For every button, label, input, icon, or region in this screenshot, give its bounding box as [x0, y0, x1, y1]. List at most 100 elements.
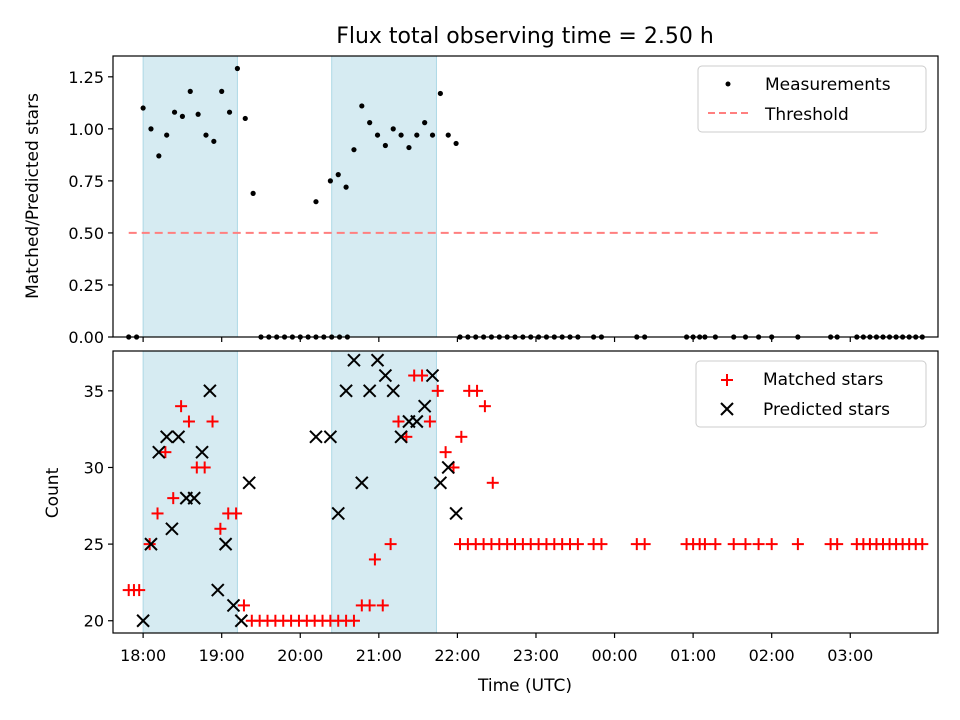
- bottom-predicted-point: [355, 476, 369, 490]
- bottom-x-tick-label: 21:00: [356, 646, 402, 665]
- top-measurement-point: [234, 65, 241, 72]
- bottom-predicted-point: [441, 460, 455, 475]
- top-measurement-point: [406, 144, 412, 151]
- bottom-matched-point: [831, 538, 844, 551]
- bottom-x-tick-label: 02:00: [749, 646, 795, 665]
- top-measurement-point: [453, 140, 459, 147]
- bottom-matched-point: [595, 538, 608, 551]
- top-y-tick-label: 0.00: [68, 328, 104, 347]
- bottom-predicted-point: [370, 353, 385, 367]
- bottom-matched-point: [478, 400, 491, 413]
- bottom-matched-point: [347, 614, 360, 627]
- bottom-matched-point: [368, 553, 381, 566]
- bottom-predicted-point: [187, 491, 201, 505]
- top-measurement-point: [140, 105, 146, 111]
- bottom-matched-point: [765, 538, 778, 551]
- top-measurement-point: [164, 132, 170, 138]
- bottom-matched-point: [175, 400, 188, 413]
- top-axes-frame: [112, 55, 939, 338]
- bottom-matched-point: [151, 507, 164, 520]
- top-measurement-point: [429, 132, 436, 138]
- top-y-tick-label: 0.25: [68, 276, 104, 295]
- top-measurement-point: [382, 142, 388, 149]
- top-measurement-point: [343, 184, 349, 190]
- top-measurement-point: [359, 103, 365, 109]
- bottom-axes-frame: [112, 350, 939, 634]
- bottom-predicted-point: [136, 614, 150, 628]
- bottom-predicted-point: [362, 384, 377, 398]
- bottom-predicted-point: [378, 368, 393, 383]
- top-measurement-point: [445, 132, 451, 138]
- bottom-legend-frame: [695, 360, 927, 428]
- x-axis-label: Time (UTC): [477, 676, 572, 696]
- top-measurement-point: [203, 132, 209, 138]
- top-y-axis-label: Matched/Predicted stars: [23, 93, 43, 299]
- bottom-x-tick-label: 01:00: [670, 646, 716, 665]
- bottom-predicted-point: [347, 353, 361, 367]
- bottom-matched-point: [571, 538, 584, 551]
- bottom-matched-point: [384, 538, 397, 551]
- bottom-x-tick-label: 00:00: [591, 646, 637, 665]
- bottom-matched-point: [392, 415, 405, 428]
- legend-measurements-marker: [725, 81, 731, 87]
- bottom-plot: 20 25 30 35 18:00 19:00 20:00 21:00 22:00 23:00 00…: [84, 350, 939, 665]
- top-measurement-point: [242, 115, 248, 122]
- bottom-matched-point: [698, 538, 711, 551]
- bottom-predicted-point: [195, 445, 209, 459]
- top-shaded-interval-1: [331, 55, 437, 338]
- bottom-matched-point: [471, 384, 484, 397]
- top-measurement-point: [179, 113, 186, 119]
- legend-matched-label: Matched stars: [763, 370, 883, 390]
- top-measurement-point: [187, 88, 193, 94]
- top-chart-title: Flux total observing time = 2.50 h: [336, 24, 714, 49]
- top-measurement-point: [422, 120, 428, 126]
- top-measurement-point: [351, 147, 357, 153]
- bottom-predicted-point: [165, 522, 179, 536]
- bottom-predicted-point: [309, 430, 323, 444]
- bottom-matched-point: [727, 538, 740, 551]
- bottom-predicted-point: [410, 414, 424, 429]
- bottom-matched-point: [416, 369, 429, 382]
- bottom-x-tick-label: 19:00: [199, 646, 245, 665]
- top-measurement-point: [250, 190, 256, 196]
- legend-measurements-label: Measurements: [765, 75, 891, 95]
- legend-threshold-label: Threshold: [764, 105, 849, 125]
- bottom-y-tick-label: 20: [84, 612, 104, 631]
- bottom-x-tick-label: 20:00: [277, 646, 323, 665]
- bottom-matched-point: [439, 446, 452, 459]
- bottom-matched-point: [133, 584, 146, 597]
- bottom-matched-point: [214, 522, 227, 535]
- bottom-predicted-point: [171, 430, 186, 444]
- top-measurement-point: [437, 90, 443, 97]
- bottom-predicted-point: [323, 430, 338, 444]
- bottom-predicted-point: [417, 399, 432, 413]
- bottom-matched-point: [159, 446, 172, 459]
- top-y-tick-label: 0.50: [68, 224, 104, 243]
- bottom-matched-point: [167, 492, 180, 505]
- bottom-matched-point: [237, 599, 250, 612]
- top-y-tick-label: 0.75: [68, 172, 104, 191]
- top-measurement-point: [148, 126, 154, 132]
- top-plot: 0.00 0.25 0.50 0.75 1.00 1.25: [68, 55, 939, 347]
- bottom-predicted-point: [211, 583, 225, 597]
- top-y-tick-label: 1.25: [68, 68, 104, 87]
- bottom-predicted-point: [218, 537, 233, 551]
- top-measurement-point: [335, 172, 341, 178]
- bottom-matched-point: [198, 461, 211, 474]
- top-shaded-interval-0: [142, 55, 238, 338]
- bottom-predicted-point: [339, 384, 353, 398]
- bottom-predicted-point: [449, 506, 463, 521]
- top-measurement-point: [374, 132, 381, 138]
- bottom-predicted-point: [234, 614, 249, 628]
- top-measurement-point: [219, 88, 225, 94]
- bottom-x-tick-label: 18:00: [120, 646, 166, 665]
- top-legend: Measurements Threshold: [697, 65, 927, 133]
- bottom-predicted-point: [394, 430, 408, 444]
- bottom-predicted-point: [159, 430, 174, 444]
- bottom-matched-point: [638, 538, 651, 551]
- bottom-matched-point: [376, 599, 389, 612]
- bottom-matched-point: [182, 415, 195, 428]
- bottom-predicted-point: [203, 384, 217, 398]
- top-measurement-point: [195, 111, 201, 117]
